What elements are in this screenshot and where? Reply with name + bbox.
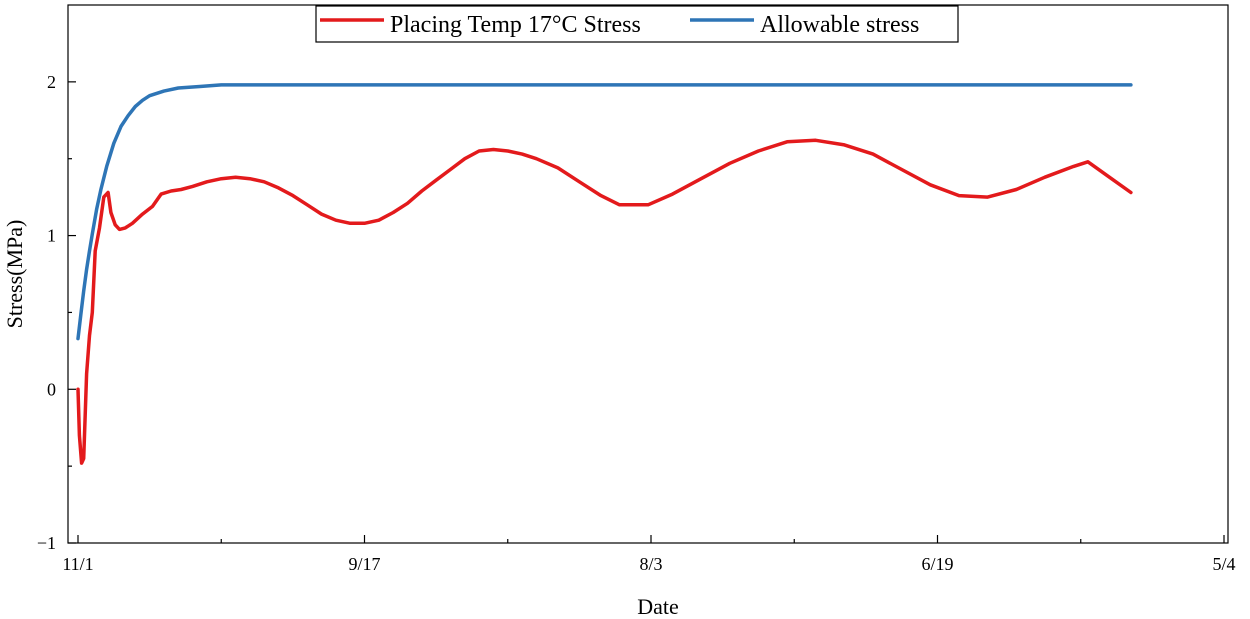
series-layer [76,83,1133,465]
series-line-stress [76,138,1133,465]
x-axis-title: Date [637,594,679,619]
x-tick-label: 9/17 [348,554,380,574]
legend: Placing Temp 17°C Stress Allowable stres… [315,5,959,43]
y-axis-title: Stress(MPa) [2,220,27,329]
x-tick-label: 8/3 [639,554,662,574]
legend-label-stress: Placing Temp 17°C Stress [390,12,641,38]
legend-label-allowable: Allowable stress [760,12,919,38]
y-tick-label: 2 [47,72,56,92]
x-axis-ticks: 11/1 9/17 8/3 6/19 5/4 [62,535,1236,574]
x-tick-label: 6/19 [921,554,953,574]
legend-box [315,5,959,43]
y-tick-label: 1 [47,226,56,246]
plot-frame [67,4,1229,544]
x-tick-label: 5/4 [1212,554,1235,574]
y-tick-label: 0 [47,379,56,399]
y-tick-label: −1 [37,533,56,553]
series-line-allowable [76,83,1133,341]
y-axis-ticks: −1 0 1 2 [37,72,76,553]
x-tick-label: 11/1 [62,554,93,574]
